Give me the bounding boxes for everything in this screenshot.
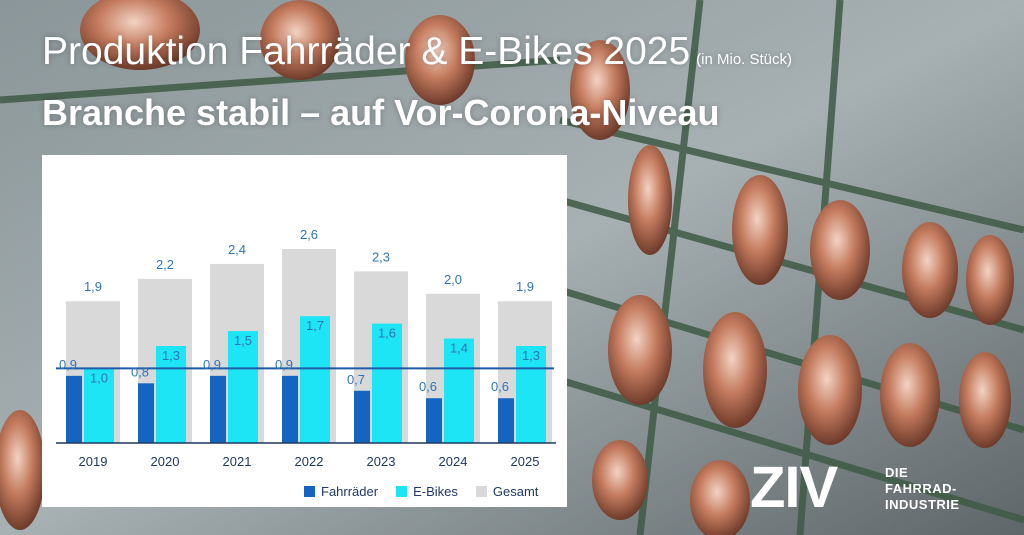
label-gesamt-2023: 2,3 (372, 249, 390, 264)
x-tick-2025: 2025 (511, 454, 540, 469)
legend-item-fahrraeder: Fahrräder (304, 484, 378, 499)
bar-ebikes-2019 (84, 368, 114, 443)
logo-line-1: DIE (885, 465, 909, 480)
legend-item-gesamt: Gesamt (475, 483, 539, 499)
legend-swatch-fahrraeder (304, 485, 315, 497)
bar-ebikes-2020 (156, 346, 186, 443)
bar-ebikes-2022 (300, 316, 330, 443)
x-tick-2020: 2020 (151, 454, 180, 469)
x-tick-2023: 2023 (367, 454, 396, 469)
label-fahrraeder-2023: 0,7 (347, 372, 365, 387)
legend-swatch-ebikes (396, 485, 408, 497)
label-fahrraeder-2025: 0,6 (491, 379, 509, 394)
label-ebikes-2023: 1,6 (378, 326, 396, 341)
legend-item-ebikes: E-Bikes (396, 484, 458, 499)
label-ebikes-2025: 1,3 (522, 348, 540, 363)
bar-fahrraeder-2024 (426, 398, 442, 443)
bar-fahrraeder-2019 (66, 375, 82, 443)
label-gesamt-2021: 2,4 (228, 242, 246, 257)
bar-ebikes-2021 (228, 331, 258, 443)
legend-label-fahrraeder: Fahrräder (321, 483, 379, 499)
bar-fahrraeder-2022 (282, 375, 298, 443)
title-unit: (in Mio. Stück) (696, 51, 793, 68)
x-tick-2021: 2021 (223, 454, 252, 469)
bar-fahrraeder-2021 (210, 375, 226, 443)
logo-mark: ZIV (750, 455, 838, 520)
label-gesamt-2025: 1,9 (516, 279, 534, 294)
legend-label-gesamt: Gesamt (492, 483, 539, 499)
logo-wordmark: DIE FAHRRAD- INDUSTRIE (885, 465, 960, 513)
x-tick-2022: 2022 (295, 454, 324, 469)
title-text: Produktion Fahrräder & E-Bikes 2025 (42, 30, 691, 73)
label-gesamt-2020: 2,2 (156, 257, 174, 272)
label-gesamt-2019: 1,9 (84, 279, 102, 294)
label-gesamt-2024: 2,0 (444, 272, 462, 287)
label-fahrraeder-2020: 0,8 (131, 364, 149, 379)
ziv-logo: ZIV DIE FAHRRAD- INDUSTRIE (750, 458, 1000, 518)
bar-fahrraeder-2025 (498, 398, 514, 443)
bar-fahrraeder-2020 (138, 383, 154, 443)
label-fahrraeder-2024: 0,6 (419, 379, 437, 394)
bar-ebikes-2024 (444, 338, 474, 443)
x-tick-2024: 2024 (439, 454, 468, 469)
label-gesamt-2022: 2,6 (300, 227, 318, 242)
label-ebikes-2022: 1,7 (306, 318, 324, 333)
page-title: Produktion Fahrräder & E-Bikes 2025 (in M… (42, 30, 792, 82)
chart-legend: Fahrräder E-Bikes Gesamt (304, 482, 538, 500)
label-fahrraeder-2022: 0,9 (275, 357, 293, 372)
label-fahrraeder-2019: 0,9 (59, 357, 77, 372)
bar-ebikes-2023 (372, 323, 402, 443)
bar-ebikes-2025 (516, 346, 546, 443)
label-ebikes-2019: 1,0 (90, 370, 108, 385)
label-ebikes-2020: 1,3 (162, 348, 180, 363)
x-tick-2019: 2019 (79, 454, 108, 469)
label-ebikes-2024: 1,4 (450, 341, 468, 356)
logo-line-3: INDUSTRIE (885, 497, 960, 512)
logo-line-2: FAHRRAD- (885, 481, 957, 496)
bar-fahrraeder-2023 (354, 390, 370, 443)
legend-label-ebikes: E-Bikes (413, 483, 458, 499)
page-subtitle: Branche stabil – auf Vor-Corona-Niveau (42, 92, 720, 133)
chart-panel: 1,9 2019 2,2 2020 2,4 2021 2,6 2022 2,3 2023 2,0 20… (42, 155, 567, 507)
bar-chart: 1,9 2019 2,2 2020 2,4 2021 2,6 2022 2,3 2023 2,0 20… (56, 227, 556, 469)
legend-swatch-gesamt (475, 485, 487, 497)
label-fahrraeder-2021: 0,9 (203, 357, 221, 372)
label-ebikes-2021: 1,5 (234, 333, 252, 348)
